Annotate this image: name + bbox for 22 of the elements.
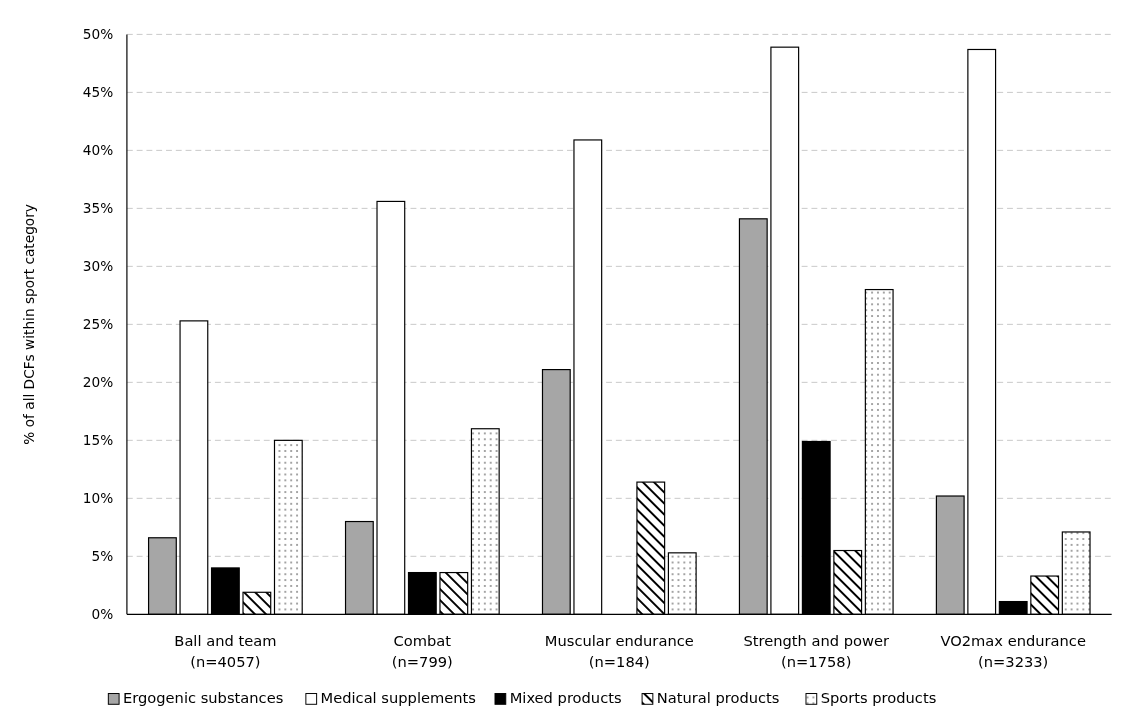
y-axis-title: % of all DCFs within sport category — [21, 204, 38, 445]
x-tick-label: Strength and power (n=1758) — [743, 631, 891, 671]
y-tick-label: 0% — [91, 606, 114, 623]
y-tick-label: 25% — [82, 316, 114, 333]
y-tick-label: 35% — [82, 200, 114, 217]
y-tick-label: 20% — [82, 374, 114, 391]
legend-label: Mixed products — [509, 689, 622, 707]
y-tick-label: 45% — [82, 84, 114, 101]
legend-label: Medical supplements — [320, 689, 476, 707]
y-tick-label: 40% — [82, 142, 114, 159]
y-tick-label: 30% — [82, 258, 114, 275]
y-tick-label: 15% — [82, 432, 114, 449]
y-tick-label: 5% — [91, 548, 114, 565]
x-tick-label: Combat (n=799) — [391, 631, 453, 671]
legend-label: Natural products — [656, 689, 780, 707]
y-tick-label: 10% — [82, 490, 114, 507]
x-tick-label: Ball and team (n=4057) — [174, 631, 277, 671]
x-tick-label: VO2max endurance (n=3233) — [940, 631, 1086, 671]
x-tick-label: Muscular endurance (n=184) — [544, 631, 694, 671]
legend-label: Ergogenic substances — [123, 689, 284, 707]
y-tick-label: 50% — [82, 26, 114, 43]
legend-label: Sports products — [820, 689, 937, 707]
